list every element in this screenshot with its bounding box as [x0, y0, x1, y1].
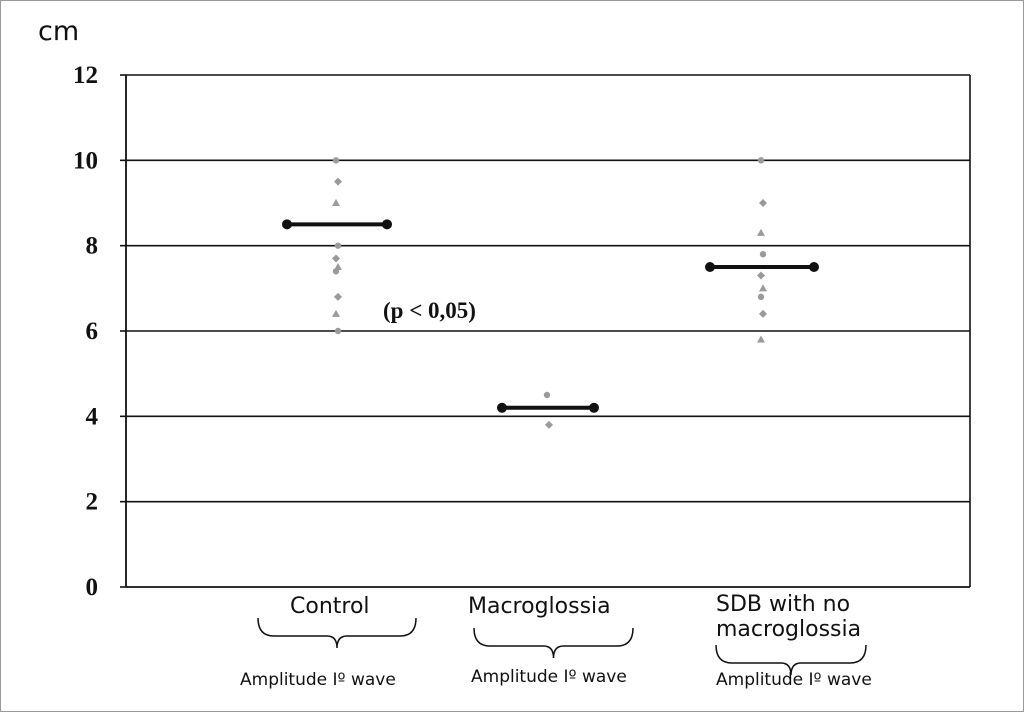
data-point	[759, 309, 767, 318]
data-point	[334, 177, 342, 186]
data-points	[332, 157, 767, 429]
category-label-sdb: SDB with no macroglossia	[716, 592, 862, 642]
data-point	[332, 309, 340, 317]
data-point	[545, 420, 553, 429]
mean-endpoint-left-1	[497, 402, 507, 413]
sublabel-macroglossia: Amplitude Iº wave	[471, 667, 627, 687]
mean-endpoint-left-0	[282, 219, 292, 230]
data-point	[757, 335, 765, 343]
data-point	[759, 199, 767, 207]
category-label-macroglossia: Macroglossia	[468, 594, 611, 619]
data-point	[334, 327, 342, 335]
y-tick-label-12: 12	[73, 62, 98, 89]
data-point	[334, 292, 342, 301]
mean-markers	[282, 219, 819, 413]
data-point	[543, 391, 551, 399]
data-point	[759, 251, 767, 258]
data-point	[757, 293, 765, 301]
mean-endpoint-right-0	[382, 219, 392, 230]
category-brace-2	[715, 644, 867, 676]
grid-lines	[126, 74, 970, 503]
category-braces	[257, 617, 867, 676]
mean-endpoint-right-2	[809, 262, 819, 272]
sublabel-sdb: Amplitude Iº wave	[716, 670, 872, 690]
data-point	[757, 228, 765, 236]
data-point	[332, 268, 340, 275]
data-point	[332, 199, 340, 206]
category-label-control: Control	[290, 594, 370, 619]
data-point	[757, 157, 765, 164]
data-point	[757, 271, 765, 280]
y-ticks: 0 2 4 6 8 10 12	[73, 62, 126, 601]
data-point	[759, 284, 767, 292]
data-point	[332, 157, 340, 164]
y-tick-label-8: 8	[86, 233, 99, 260]
sublabel-control: Amplitude Iº wave	[240, 670, 396, 690]
y-tick-label-10: 10	[73, 147, 98, 174]
data-point	[332, 254, 340, 263]
y-axis-label: cm	[38, 16, 80, 47]
p-value-annotation: (p < 0,05)	[383, 298, 476, 323]
y-tick-label-4: 4	[86, 403, 99, 430]
y-tick-label-0: 0	[86, 574, 99, 601]
mean-endpoint-left-2	[705, 262, 715, 272]
category-brace-0	[257, 617, 417, 649]
y-tick-label-2: 2	[86, 489, 99, 516]
data-point	[334, 242, 342, 249]
mean-endpoint-right-1	[589, 402, 599, 413]
y-tick-label-6: 6	[86, 318, 99, 345]
category-brace-1	[473, 627, 634, 659]
